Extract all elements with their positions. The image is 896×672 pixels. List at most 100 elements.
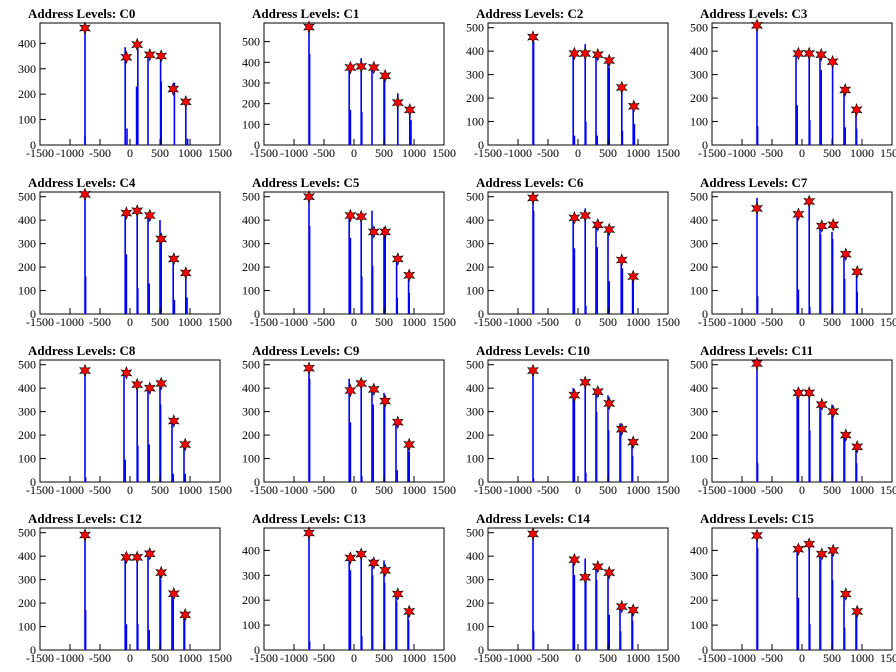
x-tick-label: -500 — [537, 651, 559, 665]
peak-star-icon — [391, 95, 404, 110]
x-tick-label: 0 — [799, 315, 805, 329]
peak-star-icon — [131, 550, 144, 565]
peak-star-icon — [603, 53, 616, 68]
peak-star-icon — [367, 225, 380, 239]
y-tick-label: 0 — [478, 307, 484, 321]
y-tick-label: 300 — [466, 68, 484, 82]
y-tick-label: 100 — [242, 284, 260, 298]
y-tick-label: 0 — [478, 138, 484, 152]
peak-star-icon — [143, 208, 156, 223]
y-tick-label: 200 — [466, 260, 484, 274]
x-tick-label: -1500 — [250, 483, 278, 497]
peak-star-icon — [591, 47, 604, 62]
peak-star-icon — [303, 361, 315, 376]
x-tick-label: 0 — [575, 651, 581, 665]
x-tick-label: 500 — [599, 315, 617, 329]
x-tick-label: 1000 — [626, 146, 650, 160]
peak-star-icon — [815, 397, 828, 412]
x-tick-label: 0 — [127, 315, 133, 329]
x-tick-label: 1500 — [656, 146, 680, 160]
peak-star-icon — [627, 603, 640, 617]
y-tick-label: 500 — [18, 190, 36, 204]
peak-star-icon — [303, 20, 315, 34]
panel-title: Address Levels: C4 — [28, 175, 136, 190]
x-tick-label: 1000 — [402, 651, 426, 665]
x-tick-label: 0 — [575, 146, 581, 160]
panel-title: Address Levels: C3 — [700, 6, 808, 21]
peak-star-icon — [344, 383, 357, 398]
x-tick-label: -1500 — [474, 651, 502, 665]
peak-star-icon — [603, 565, 616, 580]
x-tick-label: 1000 — [626, 651, 650, 665]
y-tick-label: 500 — [466, 358, 484, 372]
peak-star-icon — [120, 50, 133, 65]
x-tick-label: -1500 — [250, 315, 278, 329]
y-tick-label: 100 — [690, 452, 708, 466]
y-tick-label: 500 — [466, 526, 484, 540]
panel-title: Address Levels: C1 — [252, 6, 359, 21]
x-tick-label: 0 — [351, 315, 357, 329]
y-tick-label: 0 — [702, 307, 708, 321]
x-tick-label: 500 — [151, 146, 169, 160]
peak-star-icon — [591, 217, 604, 232]
x-tick-label: -1000 — [504, 651, 532, 665]
peak-star-icon — [591, 384, 604, 399]
histogram-panel: Address Levels: C11 0 100 200 300 400 500 -1500… — [690, 343, 896, 497]
peak-star-icon — [131, 377, 144, 392]
histogram-panel: Address Levels: C0 0 100 200 300 400 -1500 -100… — [18, 6, 232, 160]
y-tick-label: 300 — [690, 237, 708, 251]
histogram-panel: Address Levels: C40100200300400500-1500-… — [18, 175, 232, 329]
peak-star-icon — [839, 587, 852, 601]
plot-frame — [39, 527, 221, 651]
plot-frame — [711, 359, 893, 483]
y-tick-label: 200 — [18, 428, 36, 442]
x-tick-label: -500 — [313, 315, 335, 329]
x-tick-label: 1500 — [208, 483, 232, 497]
y-tick-label: 200 — [242, 428, 260, 442]
y-tick-label: 100 — [18, 284, 36, 298]
y-tick-label: 100 — [242, 452, 260, 466]
x-tick-label: 1500 — [656, 651, 680, 665]
histogram-panel: Address Levels: C90100200300400500-1500-… — [242, 343, 456, 497]
y-tick-label: 300 — [18, 573, 36, 587]
y-tick-label: 300 — [466, 237, 484, 251]
peak-star-icon — [751, 18, 763, 33]
peak-star-icon — [568, 552, 581, 567]
peak-star-icon — [155, 376, 168, 391]
peak-star-icon — [579, 570, 592, 585]
panel-title: Address Levels: C2 — [476, 6, 583, 21]
x-tick-label: -1000 — [728, 651, 756, 665]
y-tick-label: 100 — [466, 284, 484, 298]
histogram-panel: Address Levels: C50100200300400500-1500-… — [242, 175, 456, 329]
histogram-panel: Address Levels: C30100200300400500-1500-… — [690, 6, 896, 160]
y-tick-label: 200 — [690, 428, 708, 442]
y-tick-label: 200 — [690, 91, 708, 105]
y-tick-label: 0 — [702, 643, 708, 657]
x-tick-label: -1000 — [280, 483, 308, 497]
panel-title: Address Levels: C6 — [476, 175, 584, 190]
peak-star-icon — [627, 269, 640, 284]
peak-star-icon — [751, 356, 763, 371]
x-tick-label: -1500 — [698, 146, 726, 160]
panel-title: Address Levels: C12 — [28, 511, 142, 526]
y-tick-label: 200 — [466, 91, 484, 105]
x-tick-label: 500 — [599, 483, 617, 497]
panel-title: Address Levels: C7 — [700, 175, 808, 190]
histogram-panel: Address Levels: C10100200300400500-1500-… — [242, 6, 456, 160]
x-tick-label: 500 — [823, 651, 841, 665]
x-tick-label: 0 — [127, 651, 133, 665]
x-tick-label: 0 — [799, 483, 805, 497]
peak-star-icon — [850, 102, 863, 117]
panel-title: Address Levels: C15 — [700, 511, 814, 526]
y-tick-label: 400 — [18, 381, 36, 395]
x-tick-label: 500 — [151, 483, 169, 497]
x-tick-label: -500 — [313, 483, 335, 497]
x-tick-label: 500 — [599, 651, 617, 665]
peak-star-icon — [155, 565, 168, 580]
x-tick-label: 1000 — [402, 315, 426, 329]
x-tick-label: -500 — [537, 483, 559, 497]
peak-star-icon — [79, 528, 91, 542]
peak-star-icon — [579, 46, 592, 61]
peak-star-icon — [568, 210, 581, 225]
y-tick-label: 500 — [690, 358, 708, 372]
